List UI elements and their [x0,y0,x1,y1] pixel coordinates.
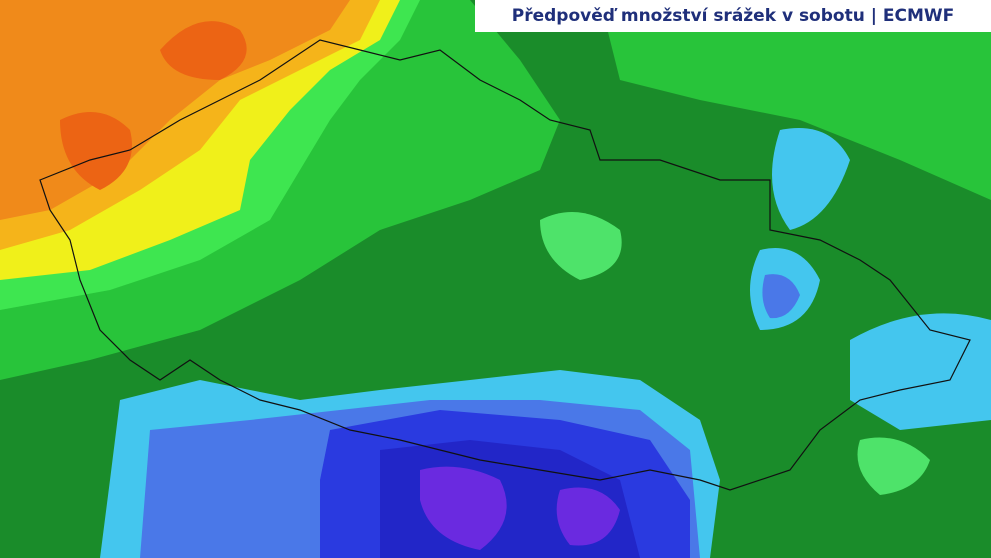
zone-cyan [772,128,850,230]
zone-green [600,0,991,200]
zone-dark-orange [60,112,132,190]
zone-blue [762,274,800,319]
zone-cyan [850,313,991,430]
zone-light-green [857,437,930,495]
country-border [39,39,971,491]
title-box: Předpověď množství srážek v sobotu | ECM… [475,0,991,32]
zone-purple [556,487,620,546]
zone-purple [420,466,507,550]
zone-dark-orange [160,21,247,81]
zone-light-green [540,212,622,280]
map-title: Předpověď množství srážek v sobotu | ECM… [511,6,955,26]
